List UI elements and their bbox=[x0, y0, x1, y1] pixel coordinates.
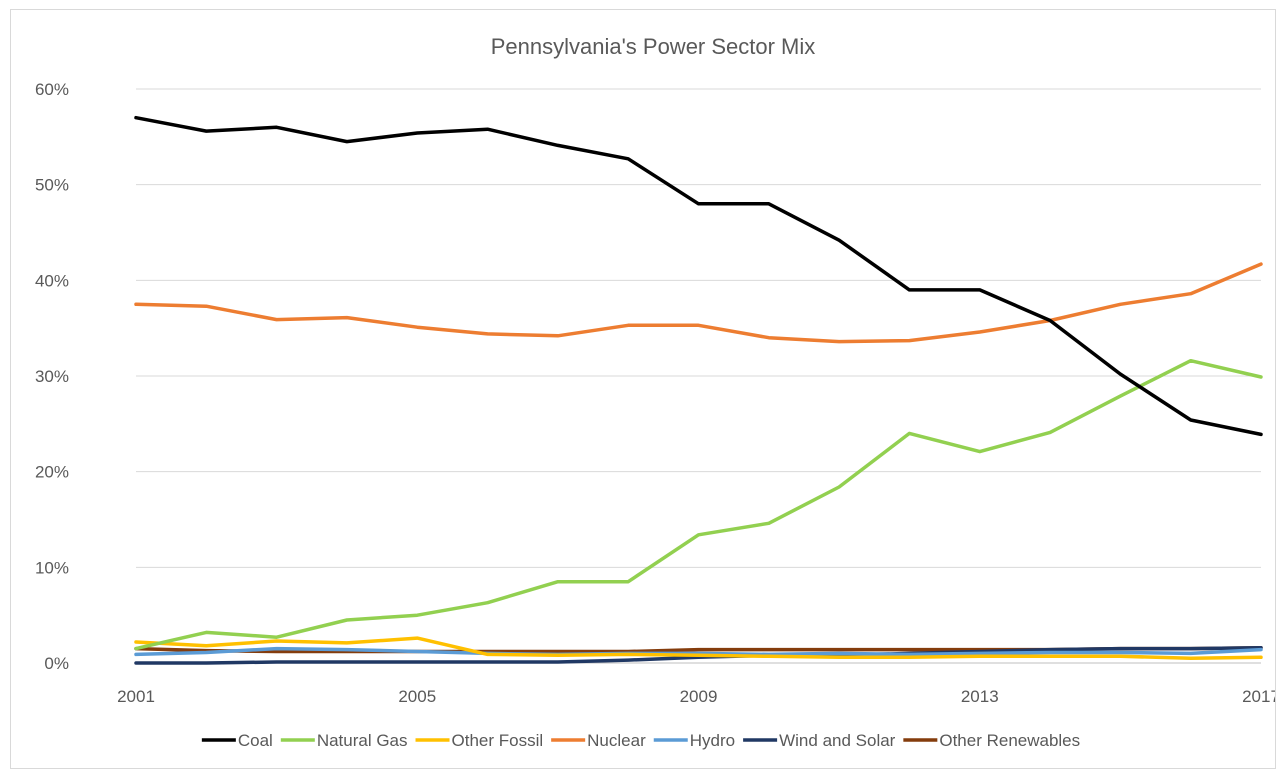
series-line-natural-gas bbox=[134, 358, 1263, 651]
y-tick-label: 20% bbox=[35, 463, 69, 482]
x-tick-label: 2013 bbox=[961, 687, 999, 706]
legend-item-coal: Coal bbox=[201, 731, 273, 750]
series-line-nuclear bbox=[134, 262, 1263, 344]
y-tick-label: 50% bbox=[35, 176, 69, 195]
x-tick-label: 2009 bbox=[680, 687, 718, 706]
line-chart: Pennsylvania's Power Sector Mix 0% 10% 20%… bbox=[35, 34, 1275, 750]
gridlines bbox=[136, 88, 1261, 664]
legend-item-other-renewables: Other Renewables bbox=[903, 731, 1080, 750]
series-line-hydro bbox=[134, 646, 1263, 657]
legend-label-other-fossil: Other Fossil bbox=[452, 731, 544, 750]
x-tick-label: 2005 bbox=[398, 687, 436, 706]
legend-label-coal: Coal bbox=[238, 731, 273, 750]
legend-label-other-renewables: Other Renewables bbox=[939, 731, 1080, 750]
series-line-coal bbox=[134, 115, 1263, 437]
chart-frame: Pennsylvania's Power Sector Mix 0% 10% 20%… bbox=[10, 9, 1276, 769]
x-tick-label: 2017 bbox=[1242, 687, 1275, 706]
legend-item-wind-and-solar: Wind and Solar bbox=[743, 731, 896, 750]
series-line-other-fossil bbox=[134, 636, 1263, 660]
y-tick-label: 40% bbox=[35, 271, 69, 290]
legend-label-nuclear: Nuclear bbox=[587, 731, 646, 750]
series-lines bbox=[134, 115, 1263, 665]
legend-label-wind-and-solar: Wind and Solar bbox=[779, 731, 896, 750]
legend-item-nuclear: Nuclear bbox=[551, 731, 646, 750]
x-axis-tick-labels: 2001 2005 2009 2013 2017 bbox=[117, 687, 1275, 706]
series-line-wind-and-solar bbox=[134, 645, 1263, 665]
x-tick-label: 2001 bbox=[117, 687, 155, 706]
y-tick-label: 10% bbox=[35, 558, 69, 577]
legend-item-natural-gas: Natural Gas bbox=[280, 731, 408, 750]
y-tick-label: 60% bbox=[35, 80, 69, 99]
y-tick-label: 30% bbox=[35, 367, 69, 386]
legend-item-hydro: Hydro bbox=[653, 731, 735, 750]
legend-label-hydro: Hydro bbox=[690, 731, 735, 750]
legend-label-natural-gas: Natural Gas bbox=[317, 731, 408, 750]
legend-item-other-fossil: Other Fossil bbox=[415, 731, 544, 750]
y-tick-label: 0% bbox=[44, 654, 69, 673]
legend: Coal Natural Gas Other Fossil Nuclear Hydro W… bbox=[201, 731, 1080, 750]
y-axis-tick-labels: 0% 10% 20% 30% 40% 50% 60% bbox=[35, 80, 69, 673]
chart-title: Pennsylvania's Power Sector Mix bbox=[491, 34, 816, 59]
